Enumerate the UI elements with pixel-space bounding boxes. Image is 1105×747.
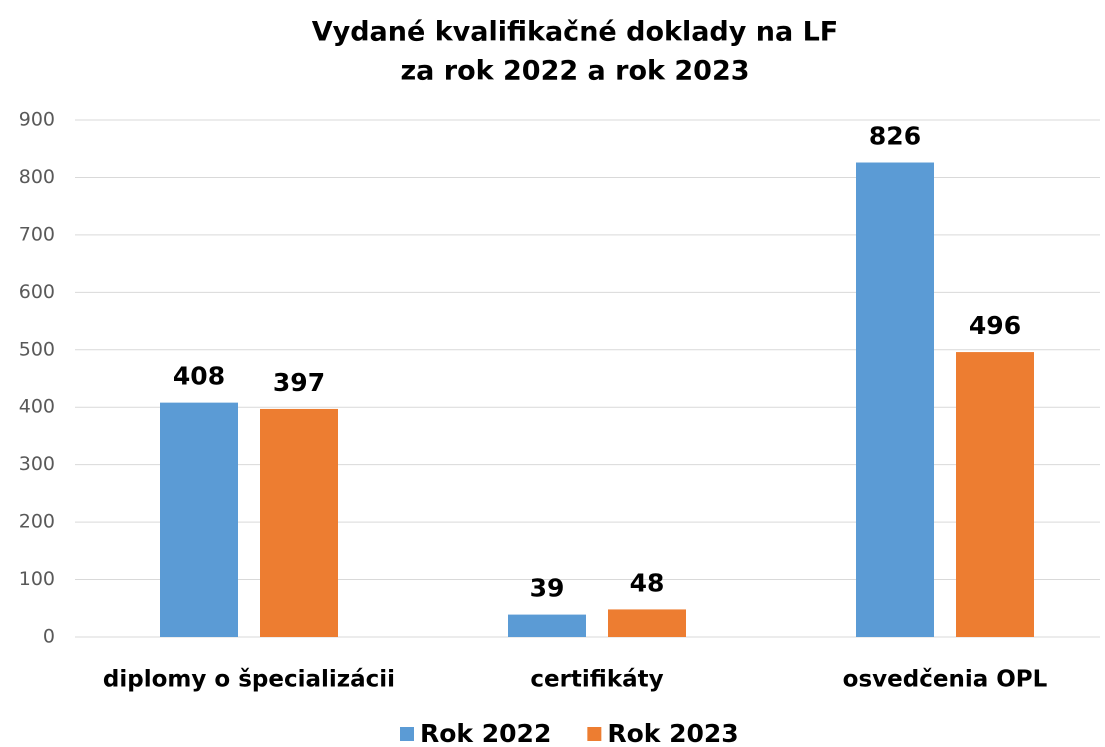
bar: [608, 609, 686, 637]
y-tick-label: 0: [43, 626, 55, 648]
x-tick-label: diplomy o špecializácii: [103, 667, 395, 693]
value-label: 826: [869, 122, 921, 151]
y-tick-label: 500: [19, 338, 55, 360]
legend-swatch: [400, 727, 414, 741]
y-tick-label: 300: [19, 453, 55, 475]
bar: [508, 614, 586, 637]
legend-label: Rok 2022: [420, 719, 551, 747]
y-tick-label: 100: [19, 568, 55, 590]
y-tick-label: 600: [19, 281, 55, 303]
value-label: 397: [273, 368, 325, 397]
y-tick-label: 400: [19, 396, 55, 418]
chart-title: Vydané kvalifikačné doklady na LF: [312, 17, 839, 48]
value-label: 39: [530, 574, 565, 603]
value-label: 48: [630, 568, 665, 597]
y-tick-label: 200: [19, 511, 55, 533]
value-label: 496: [969, 311, 1021, 340]
y-tick-label: 800: [19, 166, 55, 188]
value-label: 408: [173, 362, 225, 391]
legend-swatch: [587, 727, 602, 741]
y-tick-label: 900: [19, 109, 55, 131]
x-tick-label: osvedčenia OPL: [843, 667, 1048, 693]
bar: [856, 162, 934, 637]
chart-title: za rok 2022 a rok 2023: [400, 56, 749, 87]
y-tick-label: 700: [19, 223, 55, 245]
bar: [260, 408, 338, 637]
x-tick-label: certifikáty: [530, 667, 663, 693]
bar: [956, 352, 1034, 637]
legend-label: Rok 2023: [607, 719, 738, 747]
bar: [160, 402, 238, 637]
